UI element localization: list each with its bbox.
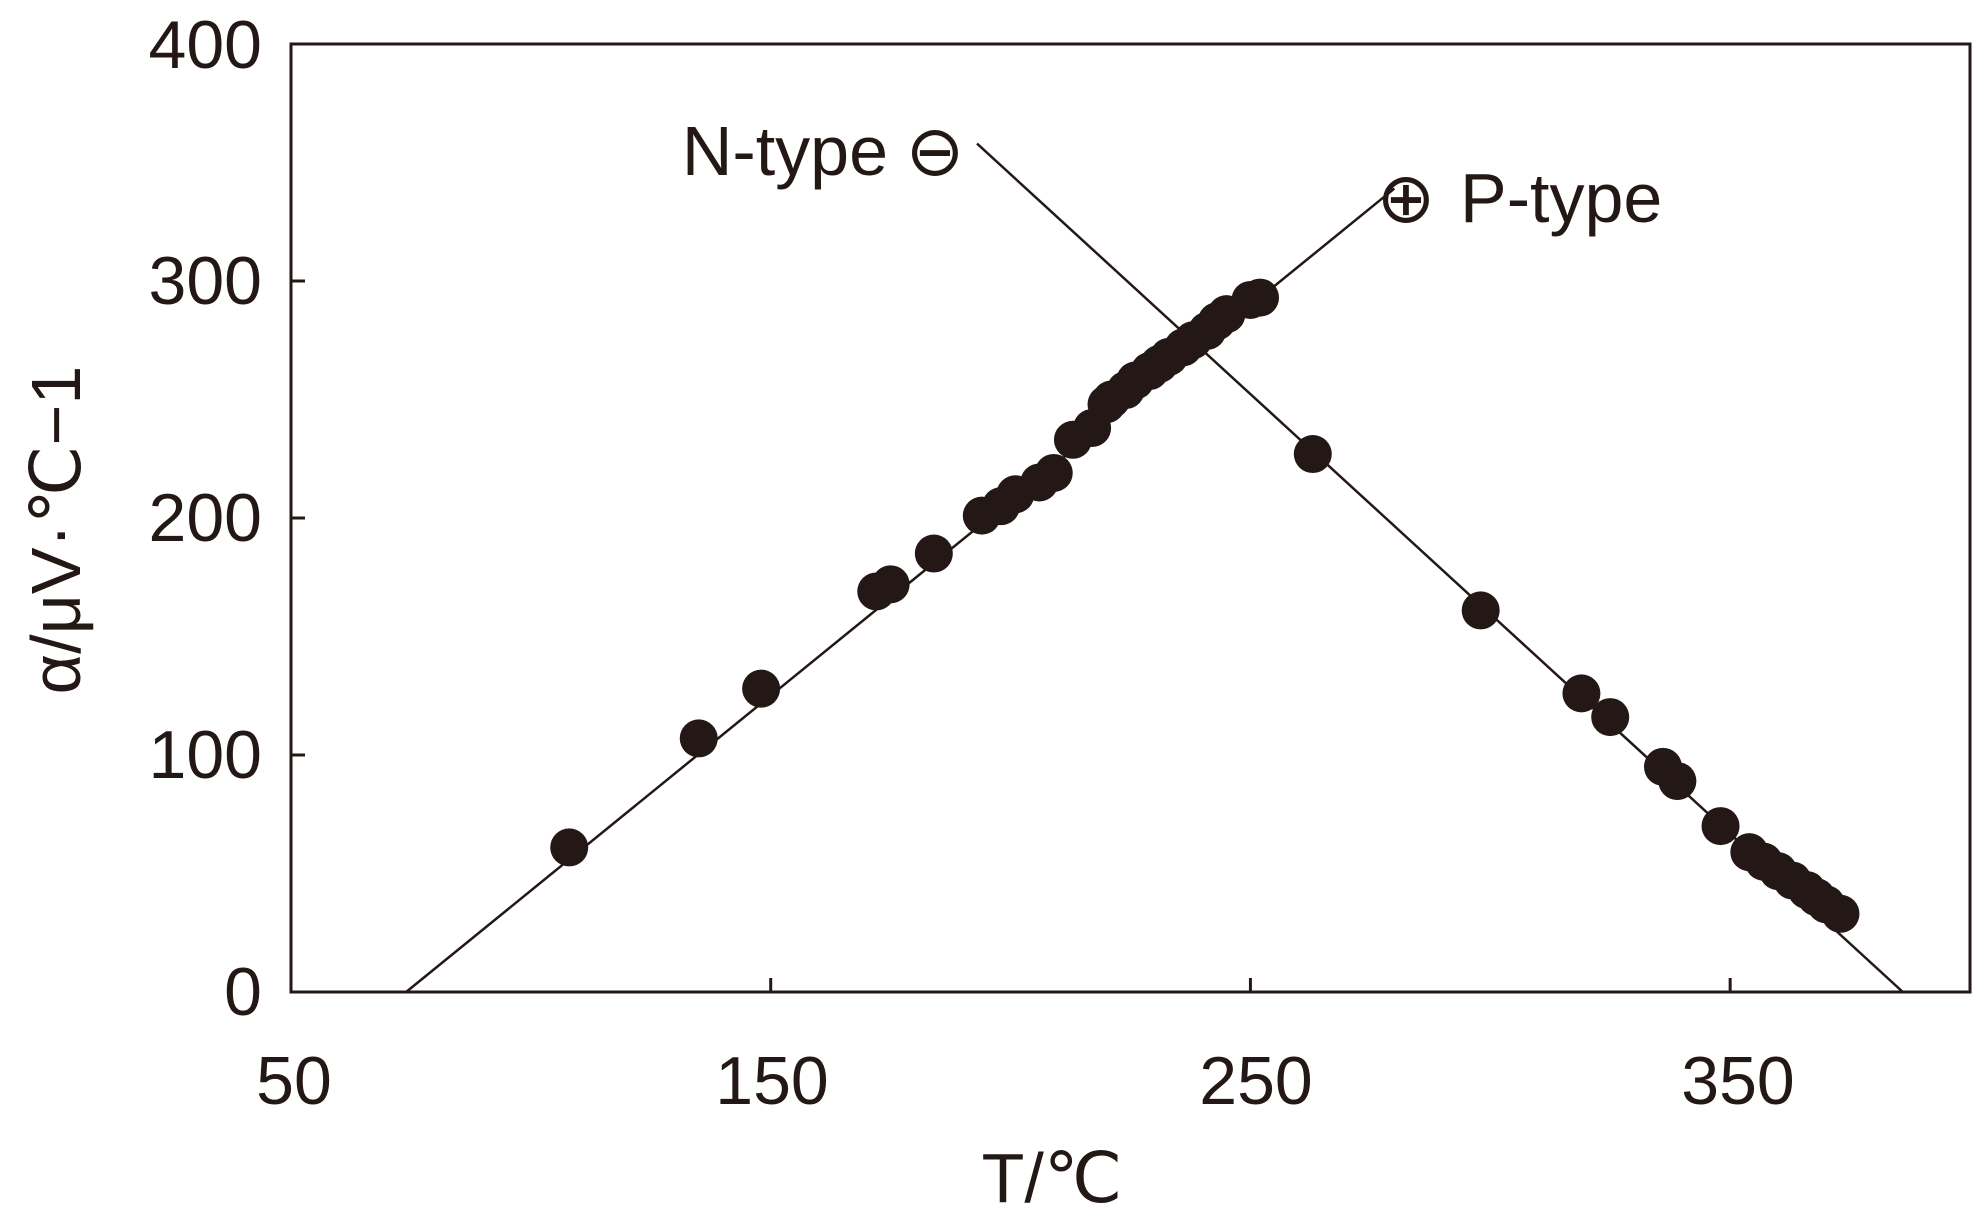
- n-type-symbol: ⊖: [906, 112, 965, 190]
- y-tick-label-300: 300: [149, 243, 262, 319]
- n-type-data-point: [1562, 674, 1601, 713]
- p-type-data-point: [679, 719, 718, 758]
- y-tick-label-0: 0: [224, 954, 262, 1030]
- x-axis-title: T/℃: [982, 1139, 1123, 1216]
- x-tick-label-250: 250: [1199, 1043, 1312, 1119]
- n-type-data-point: [1821, 894, 1860, 933]
- data-points: [550, 278, 1860, 933]
- p-type-symbol: ⊕: [1377, 159, 1436, 237]
- fit-lines: [405, 142, 1904, 993]
- y-tick-label-100: 100: [149, 717, 262, 793]
- p-type-label: P-type: [1460, 159, 1662, 237]
- y-tick-label-200: 200: [149, 480, 262, 556]
- n-type-data-point: [1461, 591, 1500, 630]
- n-type-data-point: [1591, 698, 1630, 737]
- y-axis-title: α/μV·℃−1: [17, 366, 95, 695]
- x-tick-label-350: 350: [1681, 1043, 1794, 1119]
- p-type-data-point: [1034, 453, 1073, 492]
- p-type-data-point: [742, 669, 781, 708]
- y-tick-label-400: 400: [149, 7, 262, 83]
- n-type-data-point: [1293, 435, 1332, 474]
- n-type-label: N-type: [682, 112, 888, 190]
- x-tick-label-150: 150: [715, 1043, 828, 1119]
- p-type-data-point: [871, 565, 910, 604]
- p-type-data-point: [550, 828, 589, 867]
- plot-frame: [289, 42, 1972, 994]
- n-type-data-point: [1701, 807, 1740, 846]
- tick-marks: [289, 42, 1732, 994]
- n-type-data-point: [1658, 762, 1697, 801]
- p-type-data-point: [1241, 278, 1280, 317]
- p-type-data-point: [914, 534, 953, 573]
- x-tick-label-50: 50: [256, 1043, 332, 1119]
